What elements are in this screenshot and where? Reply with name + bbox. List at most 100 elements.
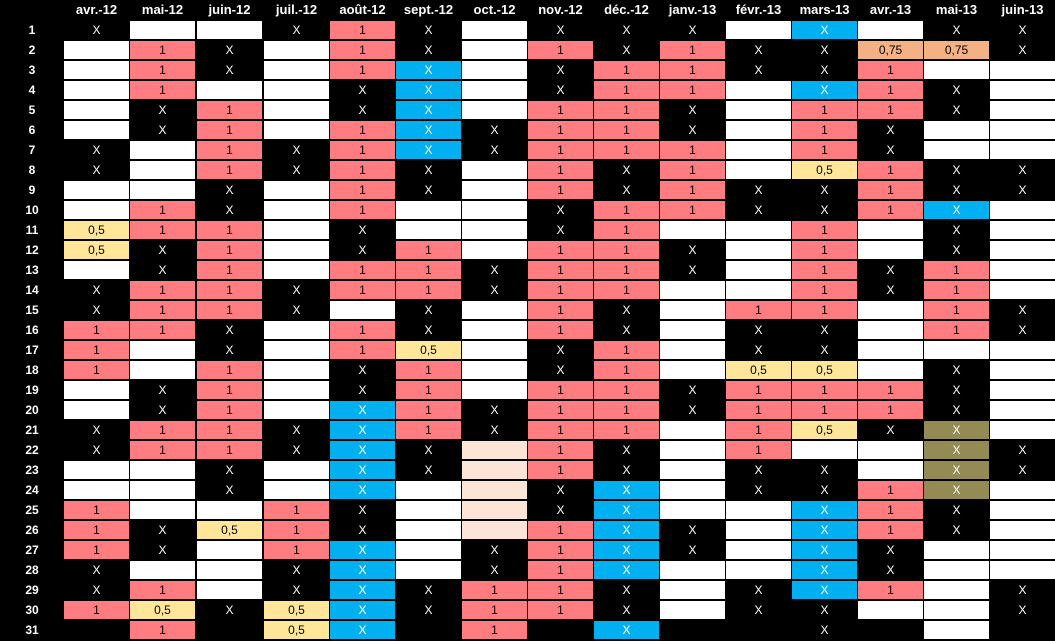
day-cell (990, 401, 1055, 419)
day-cell (64, 181, 129, 199)
day-cell: X (396, 181, 461, 199)
day-cell: 1 (858, 381, 923, 399)
day-cell: 1 (396, 281, 461, 299)
day-cell: 1 (330, 321, 395, 339)
day-label: 19 (25, 383, 39, 397)
day-cell: 0,5 (396, 341, 461, 359)
day-cell: 1 (924, 301, 989, 319)
day-cell: 1 (528, 101, 593, 119)
day-cell (64, 401, 129, 419)
day-cell (396, 521, 461, 539)
day-cell (64, 461, 129, 479)
day-cell: X (396, 121, 461, 139)
day-cell: 1 (197, 401, 262, 419)
day-cell (264, 181, 329, 199)
day-cell: 1 (792, 141, 857, 159)
day-cell: 1 (858, 101, 923, 119)
day-cell: 1 (197, 361, 262, 379)
day-label: 17 (25, 343, 39, 357)
day-cell (264, 101, 329, 119)
day-cell: X (330, 541, 395, 559)
day-cell: 1 (197, 221, 262, 239)
day-cell: X (792, 541, 857, 559)
day-cell (990, 361, 1055, 379)
day-cell (924, 141, 989, 159)
day-cell (858, 21, 923, 39)
day-cell: X (396, 101, 461, 119)
day-cell (660, 281, 725, 299)
day-label: 20 (25, 403, 39, 417)
day-cell: X (462, 281, 527, 299)
day-cell: X (462, 541, 527, 559)
day-cell: 1 (660, 41, 725, 59)
day-cell (462, 361, 527, 379)
day-cell: X (197, 41, 262, 59)
day-cell (396, 541, 461, 559)
day-cell: X (330, 441, 395, 459)
day-cell: 1 (792, 281, 857, 299)
day-cell: 1 (858, 161, 923, 179)
day-cell: 1 (130, 581, 195, 599)
day-cell: X (858, 141, 923, 159)
day-cell: X (726, 461, 791, 479)
day-label: 29 (25, 583, 39, 597)
day-cell: X (594, 321, 659, 339)
day-cell: X (130, 121, 195, 139)
day-cell (462, 61, 527, 79)
day-cell: 1 (528, 321, 593, 339)
day-cell (462, 301, 527, 319)
day-cell: X (660, 541, 725, 559)
day-cell: X (330, 581, 395, 599)
day-cell: 1 (130, 201, 195, 219)
day-cell: X (197, 601, 262, 619)
day-cell (64, 621, 129, 639)
day-cell: X (924, 421, 989, 439)
day-cell: X (924, 21, 989, 39)
day-cell (264, 401, 329, 419)
day-cell: X (197, 181, 262, 199)
day-cell: 1 (858, 201, 923, 219)
day-cell: X (64, 161, 129, 179)
day-cell: X (726, 321, 791, 339)
day-cell: 1 (858, 181, 923, 199)
day-cell: X (462, 141, 527, 159)
day-label: 11 (25, 223, 39, 237)
day-cell: 1 (197, 281, 262, 299)
day-cell: X (594, 301, 659, 319)
day-cell: X (726, 181, 791, 199)
day-cell: X (924, 441, 989, 459)
day-cell: 1 (130, 301, 195, 319)
day-cell: X (64, 141, 129, 159)
day-cell: X (858, 541, 923, 559)
day-cell (858, 321, 923, 339)
day-cell: X (528, 481, 593, 499)
day-cell: X (594, 541, 659, 559)
day-cell: 1 (197, 101, 262, 119)
day-cell (990, 621, 1055, 639)
day-cell: 1 (528, 461, 593, 479)
day-cell: X (64, 581, 129, 599)
day-cell: X (197, 201, 262, 219)
day-cell (660, 321, 725, 339)
day-cell: X (130, 261, 195, 279)
day-cell (990, 141, 1055, 159)
day-cell (990, 281, 1055, 299)
day-cell: 1 (197, 241, 262, 259)
day-cell: 1 (792, 381, 857, 399)
day-cell (990, 501, 1055, 519)
day-cell: X (924, 241, 989, 259)
day-cell: 1 (130, 61, 195, 79)
day-cell: X (594, 41, 659, 59)
day-cell: X (660, 261, 725, 279)
month-header: mai-13 (935, 2, 978, 17)
day-cell: 1 (594, 141, 659, 159)
day-cell (462, 521, 527, 539)
day-cell: 1 (130, 321, 195, 339)
day-cell (990, 241, 1055, 259)
day-cell: 1 (528, 521, 593, 539)
day-cell: 0,5 (792, 421, 857, 439)
day-cell: 1 (197, 261, 262, 279)
day-cell: X (528, 501, 593, 519)
day-cell: X (924, 221, 989, 239)
day-cell: 1 (64, 601, 129, 619)
